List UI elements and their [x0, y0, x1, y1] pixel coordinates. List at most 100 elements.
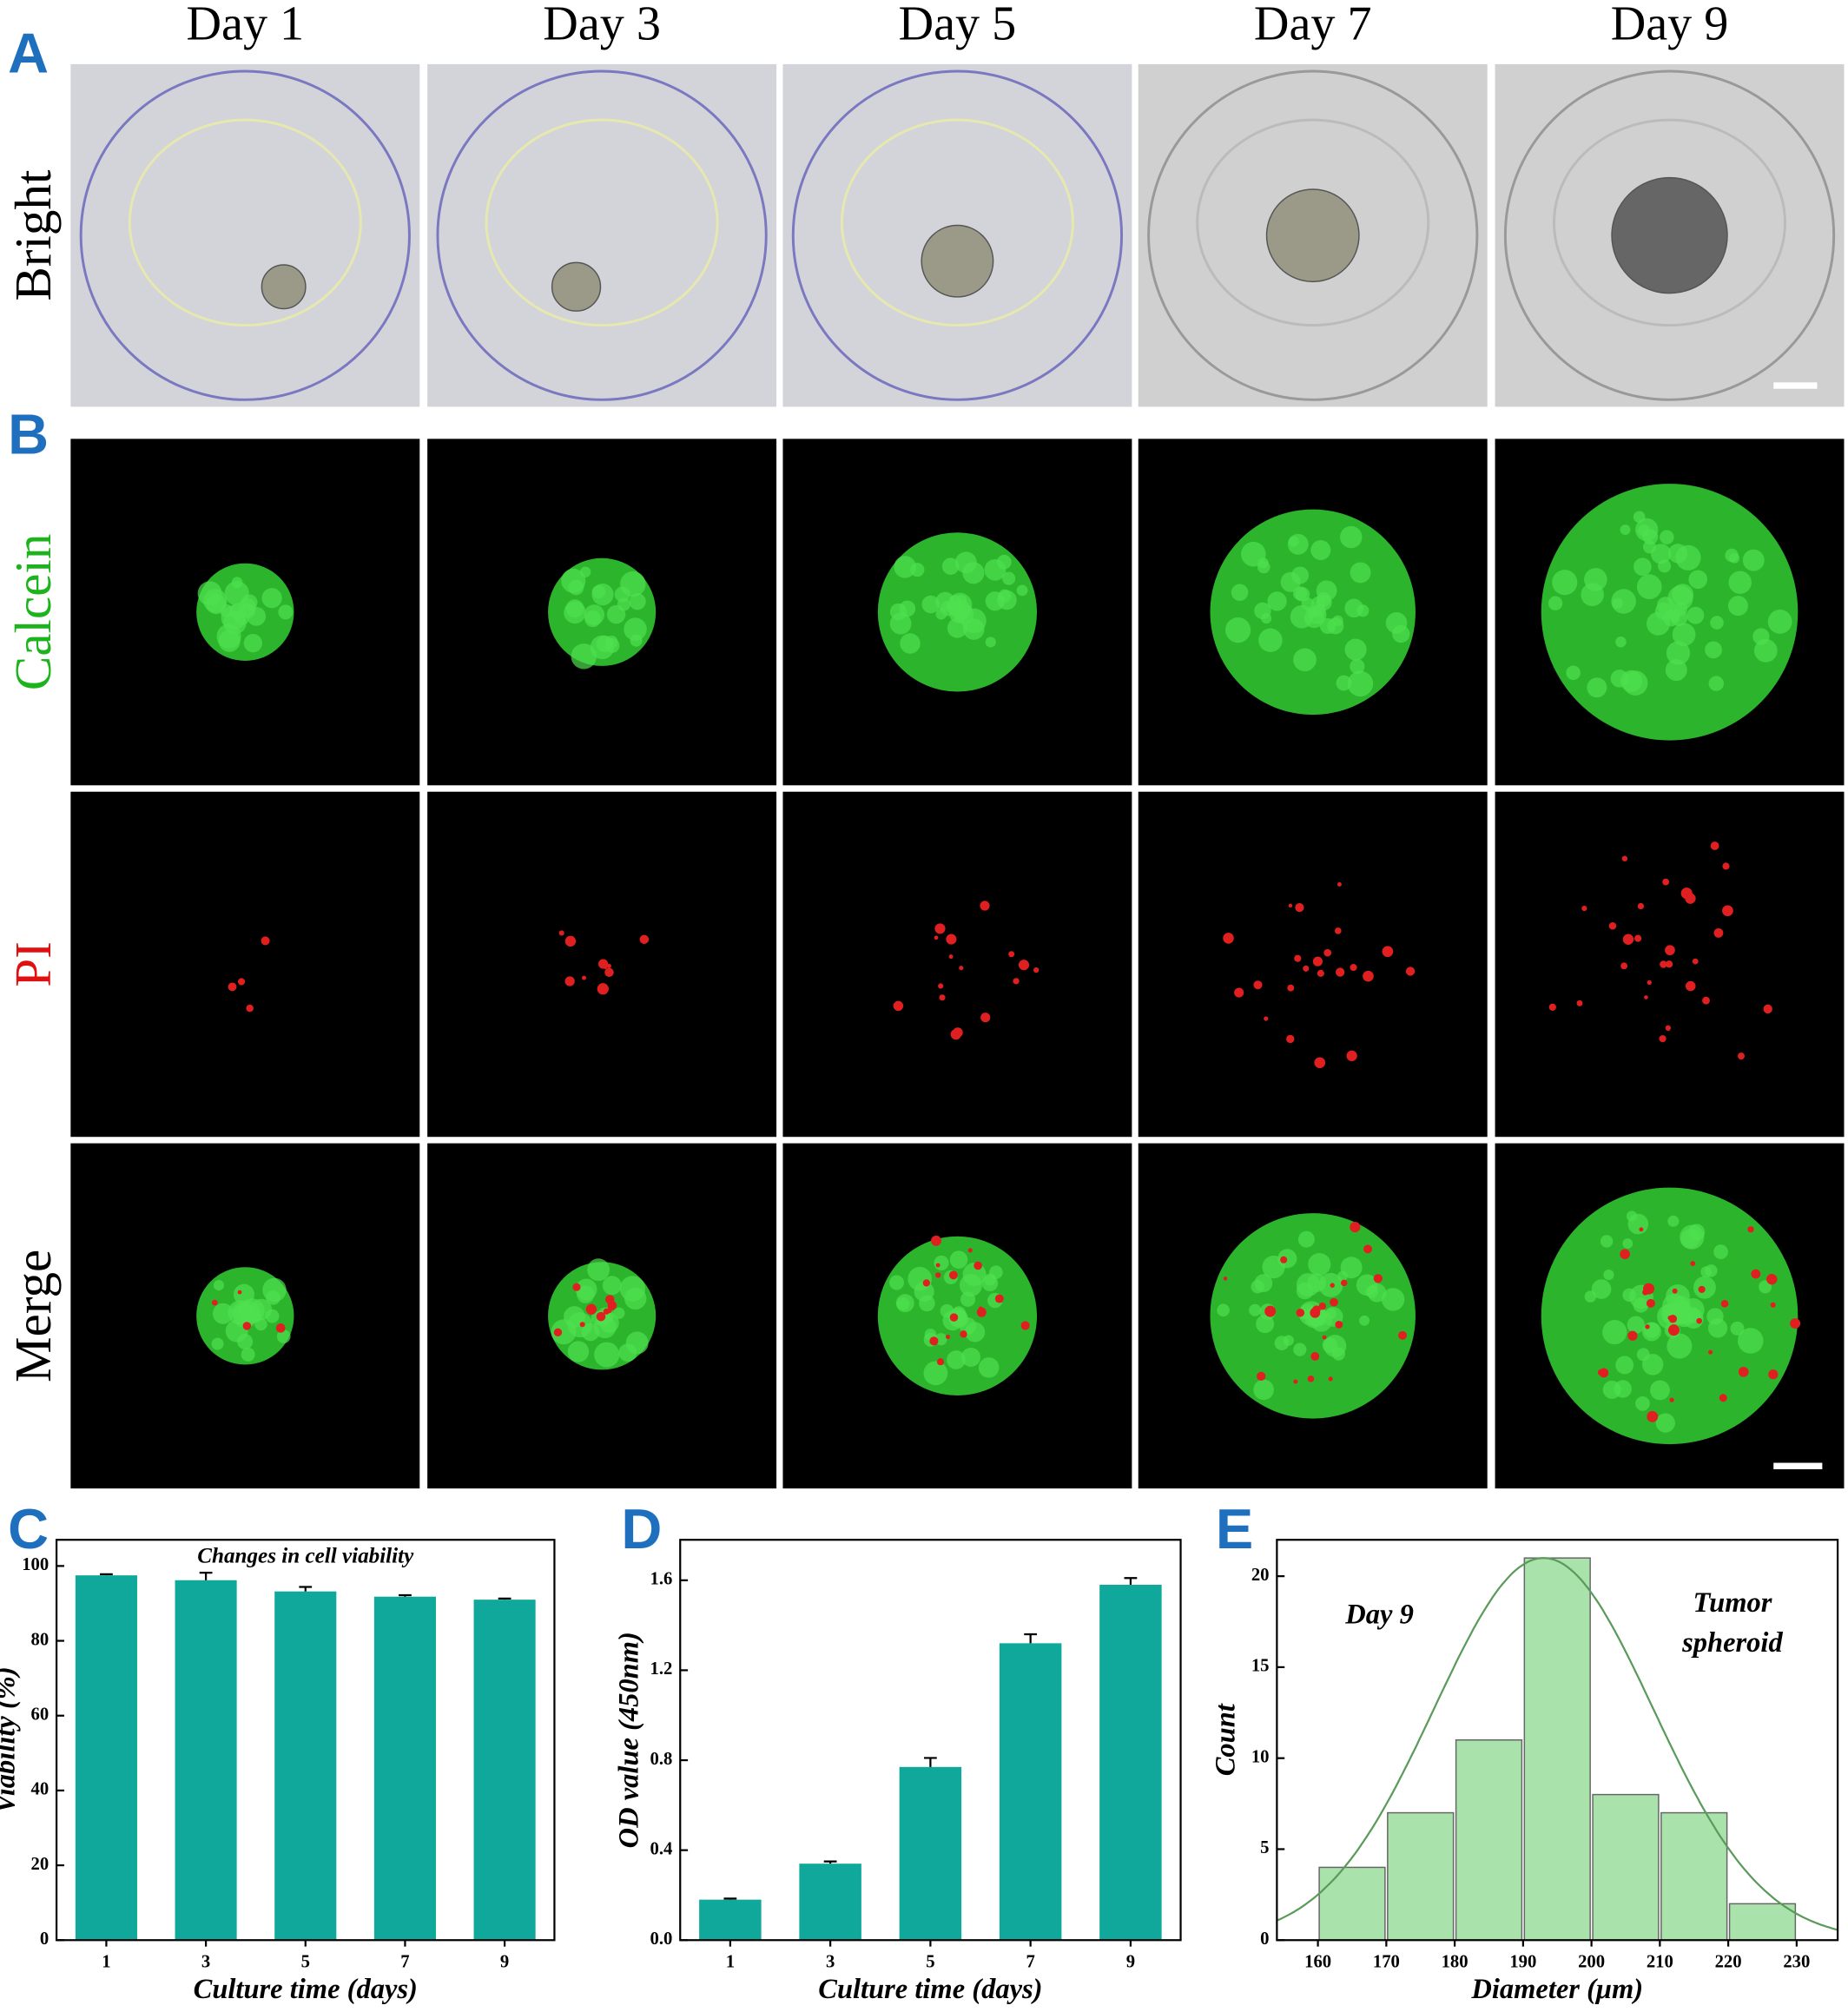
bar	[799, 1864, 861, 1941]
spheroid	[261, 264, 307, 310]
panel-letter: E	[1216, 1497, 1253, 1560]
row-label: Merge	[4, 1250, 62, 1382]
cell	[1231, 584, 1249, 602]
dead-cell	[980, 900, 990, 911]
cell	[1643, 1322, 1660, 1338]
dead-cell	[1330, 1297, 1338, 1307]
dead-cell	[237, 978, 246, 986]
dead-cell	[967, 1248, 973, 1253]
cell	[213, 1279, 225, 1291]
dead-cell	[1382, 946, 1394, 958]
histogram-bar	[1318, 1866, 1386, 1941]
cell	[1742, 549, 1765, 571]
dead-cell	[1747, 1226, 1754, 1233]
x-tick-label: 190	[1509, 1953, 1536, 1972]
dead-cell	[1659, 1035, 1666, 1043]
cell	[985, 637, 996, 648]
dead-cell	[1662, 878, 1670, 886]
cell	[899, 600, 916, 617]
cell	[1622, 1238, 1634, 1249]
dead-cell	[949, 1313, 959, 1322]
column-header: Day 5	[899, 0, 1017, 50]
dead-cell	[596, 1311, 606, 1322]
dead-cell	[237, 1290, 242, 1295]
cell	[1688, 1224, 1706, 1241]
cell	[211, 1337, 224, 1350]
y-tick-label: 15	[1251, 1657, 1270, 1676]
cell	[1612, 597, 1623, 609]
dead-cell	[1660, 960, 1667, 968]
dead-cell	[1335, 1320, 1343, 1329]
cell	[1665, 659, 1687, 682]
cell	[1225, 617, 1251, 643]
dead-cell	[564, 976, 575, 986]
histogram-bar	[1455, 1738, 1523, 1941]
annotation: spheroid	[1681, 1627, 1783, 1659]
dead-cell	[1322, 1335, 1327, 1340]
dead-cell	[1294, 954, 1302, 962]
chart-title: Changes in cell viability	[197, 1545, 414, 1568]
error-bar	[199, 1572, 213, 1580]
dead-cell	[558, 930, 564, 936]
cell	[959, 1317, 977, 1335]
cell	[1727, 596, 1748, 617]
bar	[1099, 1585, 1162, 1941]
cell	[1655, 1413, 1675, 1433]
bright-image	[70, 63, 420, 407]
dead-cell	[1647, 980, 1652, 986]
dead-cell	[585, 1303, 597, 1315]
cell	[1587, 677, 1607, 698]
cell	[934, 1255, 949, 1270]
dead-cell	[931, 1235, 941, 1246]
cell	[1002, 571, 1016, 585]
dead-cell	[1672, 1288, 1678, 1294]
cell	[1635, 518, 1659, 542]
cell	[1675, 544, 1701, 571]
cell	[596, 635, 614, 653]
column-header: Day 7	[1254, 0, 1372, 50]
cell	[1257, 560, 1270, 574]
error-bar	[823, 1860, 837, 1864]
dead-cell	[1373, 1274, 1383, 1283]
cell	[606, 604, 626, 624]
dead-cell	[1018, 960, 1030, 971]
cell	[1254, 1274, 1273, 1293]
panel-letter: D	[621, 1497, 662, 1560]
inner-shell	[840, 118, 1074, 327]
cell	[276, 1329, 291, 1343]
cell	[278, 604, 294, 620]
dead-cell	[1642, 1289, 1648, 1296]
dead-cell	[1627, 1330, 1638, 1341]
error-bar	[100, 1573, 113, 1576]
cell	[1713, 1244, 1728, 1259]
dead-cell	[1296, 1308, 1305, 1317]
x-tick-label: 230	[1783, 1953, 1810, 1972]
dead-cell	[1647, 1410, 1659, 1422]
cell	[1291, 566, 1310, 584]
dead-cell	[1620, 962, 1628, 970]
cell	[1340, 1257, 1363, 1279]
dead-cell	[1668, 1315, 1678, 1323]
dead-cell	[1318, 1303, 1326, 1310]
cell	[900, 633, 921, 654]
cell	[624, 617, 647, 641]
cell	[894, 556, 916, 578]
fluorescence-image	[1138, 791, 1488, 1138]
dead-cell	[1685, 980, 1696, 992]
dead-cell	[606, 1307, 612, 1314]
cell	[984, 1273, 997, 1286]
error-bar	[924, 1757, 937, 1767]
spheroid	[921, 224, 994, 298]
y-tick-label: 100	[22, 1555, 49, 1574]
cell	[1614, 1380, 1632, 1398]
dead-cell	[1330, 1283, 1335, 1288]
cell	[1600, 1235, 1614, 1248]
bar	[999, 1643, 1062, 1941]
dead-cell	[605, 1295, 615, 1304]
cell	[1347, 670, 1374, 697]
dead-cell	[1008, 951, 1015, 958]
cell	[1710, 616, 1724, 630]
dead-cell	[936, 1358, 945, 1366]
inner-shell	[485, 118, 719, 327]
